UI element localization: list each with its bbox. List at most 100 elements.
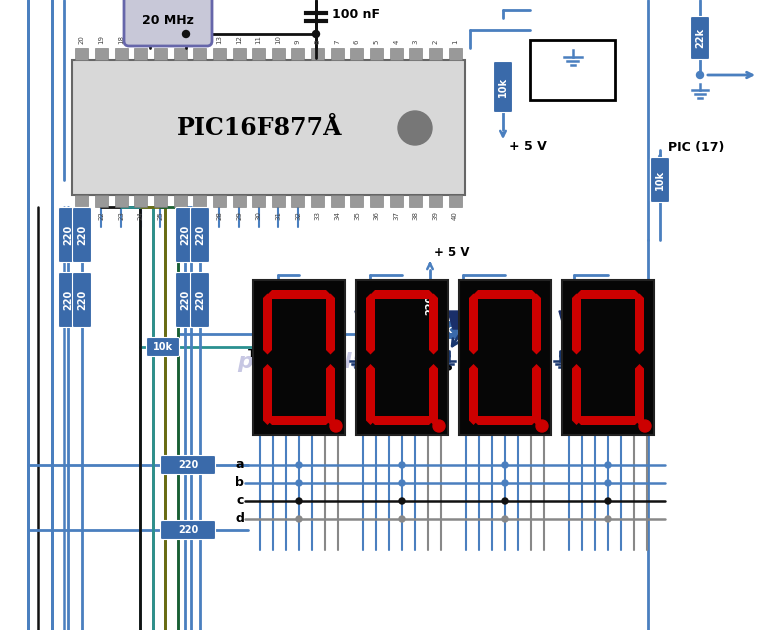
Text: + 5 V: + 5 V <box>509 139 547 152</box>
Text: 21: 21 <box>79 211 85 220</box>
Text: 8: 8 <box>315 40 321 44</box>
Bar <box>272 48 285 60</box>
Text: 5: 5 <box>374 40 380 44</box>
Text: 20 MHz: 20 MHz <box>142 13 194 26</box>
Bar <box>75 195 89 207</box>
FancyBboxPatch shape <box>421 284 440 326</box>
Circle shape <box>399 516 405 522</box>
Bar <box>253 280 345 435</box>
Bar <box>562 280 654 435</box>
Bar <box>292 195 305 207</box>
Bar <box>311 48 324 60</box>
Text: 10: 10 <box>275 35 281 44</box>
Circle shape <box>502 462 508 468</box>
Polygon shape <box>268 416 330 425</box>
Text: 2: 2 <box>433 40 439 44</box>
Bar <box>330 48 344 60</box>
Text: 36: 36 <box>374 211 380 220</box>
Text: 31: 31 <box>275 211 281 220</box>
Bar <box>409 195 422 207</box>
Circle shape <box>296 498 302 504</box>
Bar <box>370 195 383 207</box>
Bar <box>356 280 448 435</box>
Text: 16: 16 <box>158 35 164 44</box>
Bar <box>114 195 127 207</box>
Polygon shape <box>448 311 478 329</box>
Text: 26: 26 <box>177 211 183 220</box>
Text: 11: 11 <box>255 35 262 44</box>
Polygon shape <box>366 364 375 425</box>
Text: 3: 3 <box>413 40 419 44</box>
Bar <box>134 48 147 60</box>
Bar <box>459 280 551 435</box>
Polygon shape <box>532 294 541 355</box>
Text: PIC16F877Å: PIC16F877Å <box>177 116 343 140</box>
Polygon shape <box>577 290 640 299</box>
Text: 4: 4 <box>393 40 399 44</box>
Text: 9: 9 <box>295 40 301 44</box>
Text: 10k: 10k <box>498 77 508 97</box>
FancyBboxPatch shape <box>146 338 180 357</box>
Circle shape <box>398 111 432 145</box>
Text: 220: 220 <box>63 290 73 310</box>
Polygon shape <box>469 364 478 425</box>
Text: 40: 40 <box>453 211 458 220</box>
FancyBboxPatch shape <box>691 16 709 59</box>
FancyBboxPatch shape <box>176 273 195 328</box>
Bar <box>429 48 442 60</box>
Text: T2: T2 <box>386 318 403 331</box>
Circle shape <box>183 30 190 38</box>
Bar <box>174 48 186 60</box>
Bar <box>233 195 246 207</box>
Bar <box>95 48 108 60</box>
Text: 220: 220 <box>63 225 73 245</box>
FancyBboxPatch shape <box>73 273 92 328</box>
Bar <box>193 48 206 60</box>
Bar <box>174 195 186 207</box>
Circle shape <box>605 480 611 486</box>
Text: 18: 18 <box>118 35 124 44</box>
Text: 220: 220 <box>180 225 190 245</box>
Circle shape <box>399 462 405 468</box>
FancyBboxPatch shape <box>190 273 209 328</box>
Bar <box>233 48 246 60</box>
Bar <box>213 48 226 60</box>
Text: 220: 220 <box>178 460 198 470</box>
Circle shape <box>433 420 445 432</box>
Text: 22: 22 <box>99 211 105 220</box>
FancyBboxPatch shape <box>650 158 669 202</box>
FancyBboxPatch shape <box>124 0 212 46</box>
Circle shape <box>605 516 611 522</box>
Bar <box>390 195 402 207</box>
FancyBboxPatch shape <box>176 207 195 263</box>
Polygon shape <box>635 364 644 425</box>
Circle shape <box>502 480 508 486</box>
Text: 10k: 10k <box>300 329 320 339</box>
FancyBboxPatch shape <box>161 455 215 474</box>
FancyBboxPatch shape <box>293 324 327 343</box>
FancyBboxPatch shape <box>58 207 77 263</box>
Circle shape <box>536 420 548 432</box>
Bar <box>330 195 344 207</box>
Polygon shape <box>474 416 537 425</box>
Polygon shape <box>371 290 434 299</box>
Text: 220: 220 <box>180 290 190 310</box>
Text: 33: 33 <box>315 211 321 220</box>
Polygon shape <box>635 294 644 355</box>
Bar <box>449 48 462 60</box>
Bar <box>75 48 89 60</box>
Circle shape <box>605 498 611 504</box>
Polygon shape <box>577 416 640 425</box>
FancyBboxPatch shape <box>190 207 209 263</box>
Text: 22k: 22k <box>695 28 705 48</box>
Text: 220: 220 <box>195 290 205 310</box>
Text: b: b <box>235 476 244 490</box>
Text: 28: 28 <box>216 211 222 220</box>
Circle shape <box>639 420 651 432</box>
Bar <box>429 195 442 207</box>
Bar <box>193 195 206 207</box>
Polygon shape <box>326 364 335 425</box>
Polygon shape <box>263 311 293 329</box>
Text: + 5 V: + 5 V <box>434 246 469 258</box>
Polygon shape <box>532 364 541 425</box>
